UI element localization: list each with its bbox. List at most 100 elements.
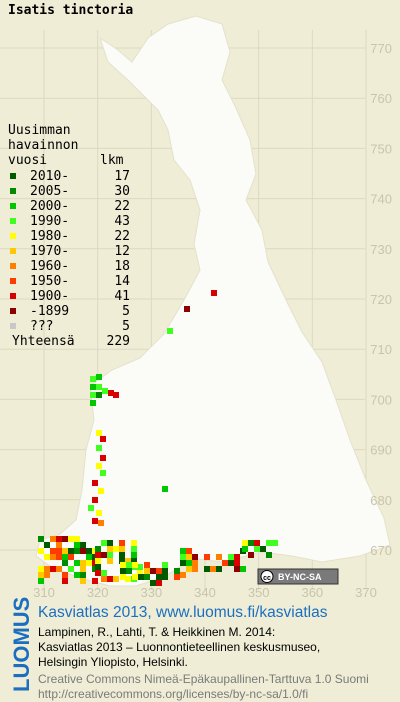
legend-count: 22 [114,229,130,244]
occurrence-cell [228,560,234,566]
occurrence-cell [248,540,254,546]
occurrence-cell [101,576,107,582]
occurrence-cell [131,540,137,546]
occurrence-cell [254,540,260,546]
occurrence-cell [162,568,168,574]
legend-label: 1900- [30,289,69,304]
occurrence-cell [90,376,96,382]
occurrence-cell [74,536,80,542]
occurrence-cell [125,576,131,582]
license: http://creativecommons.org/licenses/by-n… [38,687,308,701]
occurrence-cell [240,566,246,572]
legend-count: 12 [114,244,130,259]
occurrence-cells [38,290,278,586]
occurrence-cell [56,536,62,542]
occurrence-cell [266,540,272,546]
occurrence-cell [62,560,68,566]
license-badge: cc BY-NC-SA [257,568,339,585]
occurrence-cell [90,392,96,398]
occurrence-cell [254,546,260,552]
occurrence-cell [272,540,278,546]
x-tick-label: 320 [87,585,109,600]
occurrence-cell [100,436,106,442]
occurrence-cell [96,445,102,451]
legend-count: 18 [114,259,130,274]
occurrence-cell [100,455,106,461]
occurrence-cell [68,566,74,572]
occurrence-cell [186,566,192,572]
occurrence-cell [80,542,86,548]
occurrence-cell [144,574,150,580]
occurrence-cell [144,568,150,574]
occurrence-cell [80,572,86,578]
occurrence-cell [98,488,104,494]
occurrence-cell [131,546,137,552]
occurrence-cell [192,554,198,560]
legend-label: 1980- [30,229,69,244]
map-title: Isatis tinctoria [8,3,133,18]
occurrence-cell [192,566,198,572]
occurrence-cell [162,574,168,580]
occurrence-cell [120,562,126,568]
occurrence-cell [186,560,192,566]
occurrence-cell [126,568,132,574]
occurrence-cell [101,552,107,558]
occurrence-cell [95,564,101,570]
occurrence-cell [174,574,180,580]
legend-swatch [10,278,16,284]
occurrence-cell [56,554,62,560]
legend-swatch [10,203,16,209]
occurrence-cell [150,568,156,574]
y-tick-label: 760 [370,91,392,106]
occurrence-cell [38,536,44,542]
occurrence-cell [144,562,150,568]
legend-label: 2000- [30,199,69,214]
occurrence-cell [44,566,50,572]
occurrence-cell [100,470,106,476]
occurrence-cell [137,570,143,576]
citation: Kasviatlas 2013 – Luonnontieteellinen ke… [38,640,320,654]
legend-count: 41 [114,289,130,304]
occurrence-cell [192,560,198,566]
occurrence-cell [90,400,96,406]
occurrence-cell [50,566,56,572]
occurrence-cell [107,576,113,582]
occurrence-cell [138,574,144,580]
occurrence-cell [120,568,126,574]
legend-label: ??? [30,319,53,334]
legend: Uusimman havainnon vuosi lkm 2010- 17 2005… [8,123,130,349]
occurrence-cell [92,480,98,486]
occurrence-cell [38,578,44,584]
legend-label: 1970- [30,244,69,259]
x-tick-label: 310 [33,585,55,600]
legend-swatch [10,293,16,299]
occurrence-cell [180,560,186,566]
license: Creative Commons Nimeä-Epäkaupallinen-Ta… [38,672,369,686]
occurrence-cell [242,546,248,552]
occurrence-cell [211,290,217,296]
legend-count: 22 [114,199,130,214]
occurrence-cell [62,578,68,584]
legend-swatch [10,323,16,329]
occurrence-cell [62,548,68,554]
x-tick-label: 330 [140,585,162,600]
occurrence-cell [86,548,92,554]
legend-swatch [10,308,16,314]
x-tick-label: 360 [301,585,323,600]
occurrence-cell [156,574,162,580]
occurrence-cell [38,566,44,572]
occurrence-cell [56,548,62,554]
occurrence-cell [107,546,113,552]
occurrence-cell [242,540,248,546]
legend-swatch [10,173,16,179]
citation: Lampinen, R., Lahti, T. & Heikkinen M. 2… [38,625,275,639]
occurrence-cell [95,546,101,552]
occurrence-cell [180,548,186,554]
total-label: Yhteensä [12,334,75,349]
occurrence-cell [120,574,126,580]
y-tick-label: 670 [370,543,392,558]
occurrence-cell [266,552,272,558]
occurrence-cell [162,562,168,568]
badge-icon [260,570,274,583]
